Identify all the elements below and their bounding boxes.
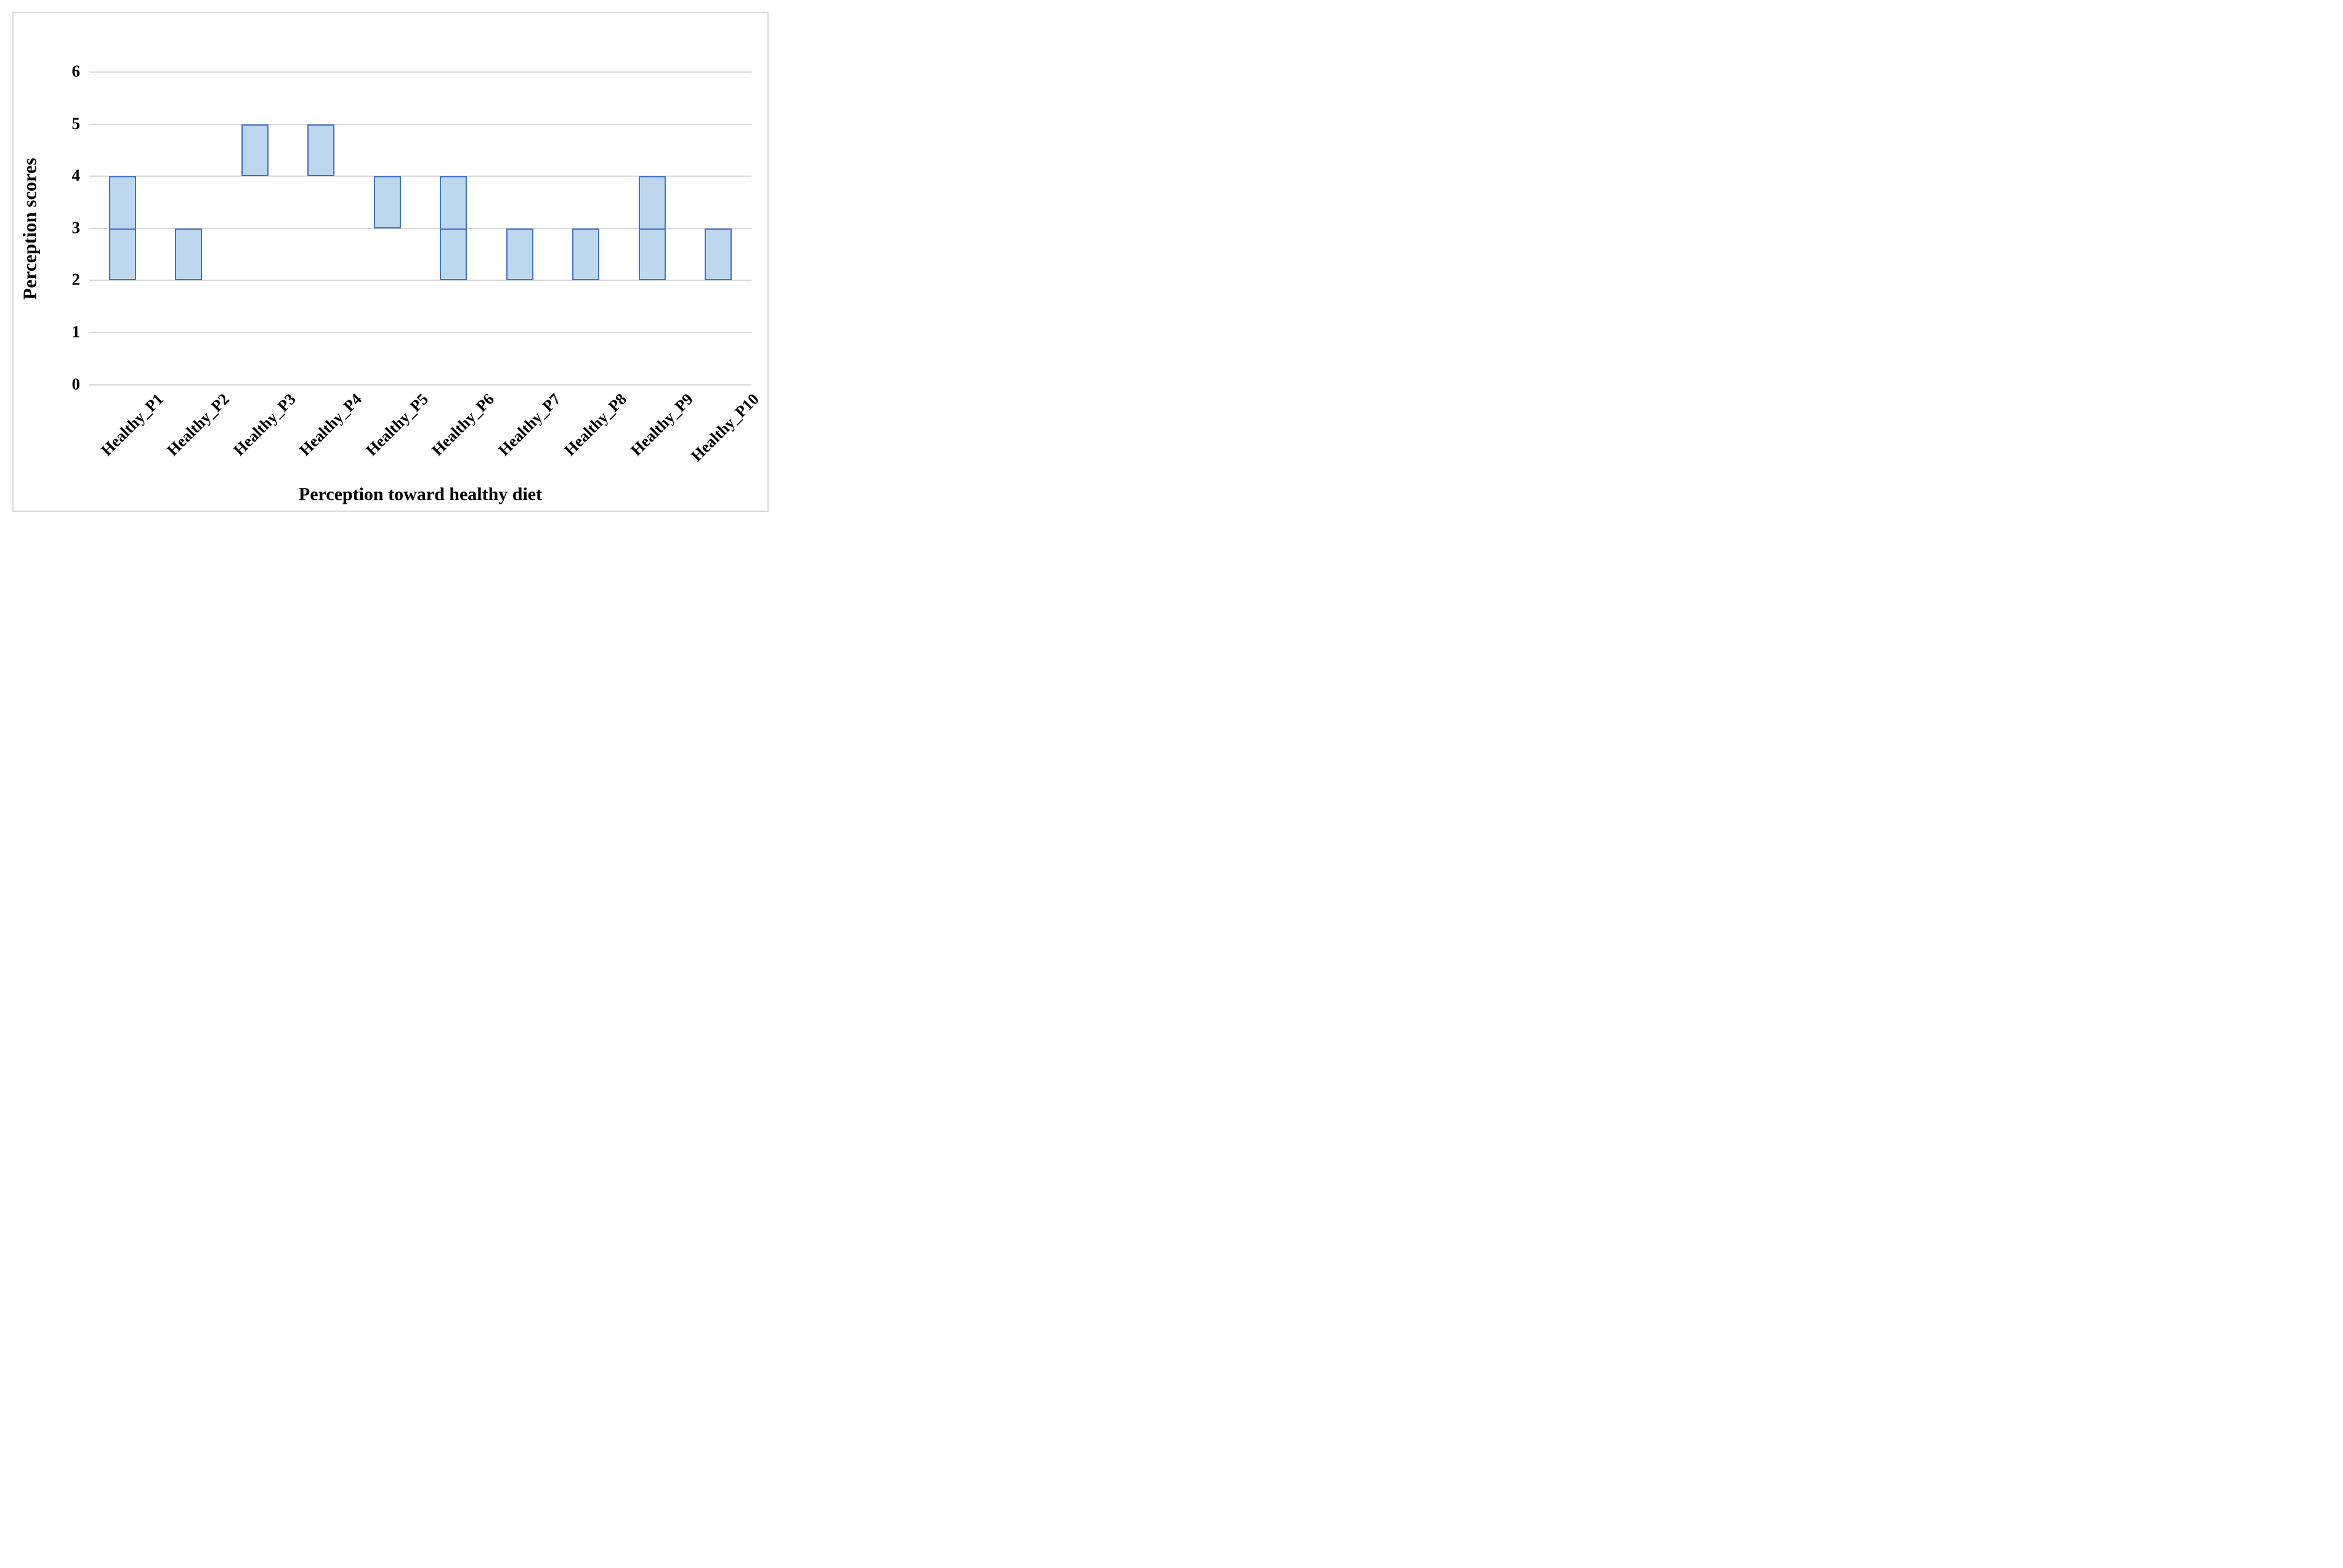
range-bar-Healthy_P4 — [307, 124, 335, 177]
range-bar-Healthy_P7 — [506, 228, 533, 281]
gridline-y3 — [89, 227, 751, 229]
y-tick-label: 6 — [71, 62, 81, 81]
gridline-y2 — [89, 280, 751, 281]
gridline-y6 — [89, 71, 751, 73]
y-tick-label: 3 — [71, 218, 81, 237]
range-bar-Healthy_P9 — [638, 176, 666, 281]
y-tick-label: 1 — [71, 322, 81, 341]
range-bar-Healthy_P6 — [440, 176, 467, 281]
y-tick-label: 0 — [71, 374, 81, 393]
range-bar-Healthy_P8 — [572, 228, 600, 281]
gridline-y4 — [89, 176, 751, 177]
bar-divider — [639, 228, 665, 230]
range-bar-Healthy_P3 — [241, 124, 269, 177]
range-bar-Healthy_P1 — [108, 176, 136, 281]
y-tick-label: 5 — [71, 113, 81, 132]
y-axis-title: Perception scores — [18, 158, 41, 300]
bar-divider — [440, 228, 467, 230]
bar-divider — [109, 228, 136, 230]
y-tick-label: 2 — [71, 270, 81, 289]
x-axis-title: Perception toward healthy diet — [298, 484, 543, 504]
range-bar-Healthy_P10 — [705, 228, 732, 281]
range-bar-Healthy_P2 — [175, 228, 203, 281]
y-tick-label: 4 — [71, 166, 81, 185]
chart-figure: 0 1 2 3 4 5 6 Healthy_P1 Healthy_P2 Healthy_P3 Hea… — [0, 0, 781, 523]
gridline-y5 — [89, 123, 751, 125]
gridline-y0 — [89, 384, 751, 386]
range-bar-Healthy_P5 — [373, 176, 401, 228]
gridline-y1 — [89, 331, 751, 333]
